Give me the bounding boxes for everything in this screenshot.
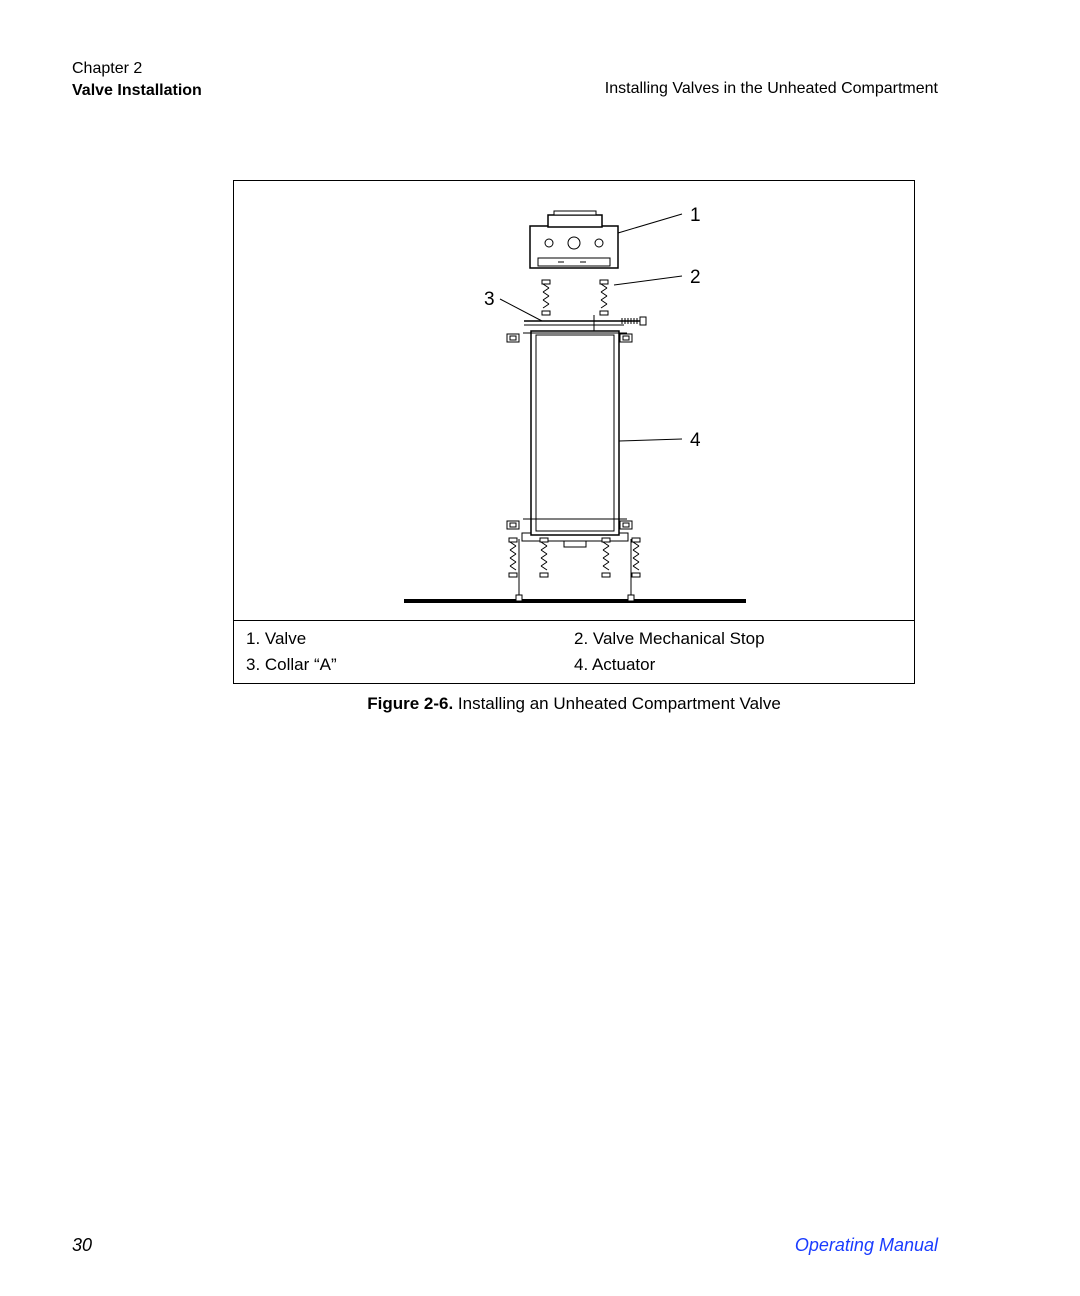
svg-text:1: 1 [690, 205, 701, 226]
legend-item-3: 3. Collar “A” [246, 655, 574, 675]
valve-diagram: 1 2 3 4 [234, 181, 916, 621]
page-footer: 30 Operating Manual [72, 1235, 938, 1256]
svg-text:3: 3 [484, 289, 495, 310]
header-right: Installing Valves in the Unheated Compar… [605, 80, 938, 98]
section-title: Valve Installation [72, 80, 202, 102]
page: Chapter 2 Valve Installation Installing … [0, 0, 1080, 1296]
figure-caption-text: Installing an Unheated Compartment Valve [453, 694, 781, 713]
legend-item-4: 4. Actuator [574, 655, 902, 675]
legend-item-1: 1. Valve [246, 629, 574, 649]
chapter-label: Chapter 2 [72, 58, 202, 80]
legend-item-2: 2. Valve Mechanical Stop [574, 629, 902, 649]
drawing-area: 1 2 3 4 [234, 181, 914, 621]
figure-caption-label: Figure 2-6. [367, 694, 453, 713]
svg-text:2: 2 [690, 267, 701, 288]
figure-block: 1 2 3 4 1. Valve 2. Valve Mechanical Stop 3… [233, 180, 915, 714]
manual-label: Operating Manual [795, 1235, 938, 1256]
figure-caption: Figure 2-6. Installing an Unheated Compa… [233, 694, 915, 714]
figure-legend: 1. Valve 2. Valve Mechanical Stop 3. Col… [234, 621, 914, 683]
header-left: Chapter 2 Valve Installation [72, 58, 202, 103]
page-number: 30 [72, 1235, 92, 1256]
svg-text:4: 4 [690, 430, 701, 451]
figure-frame: 1 2 3 4 1. Valve 2. Valve Mechanical Stop 3… [233, 180, 915, 684]
